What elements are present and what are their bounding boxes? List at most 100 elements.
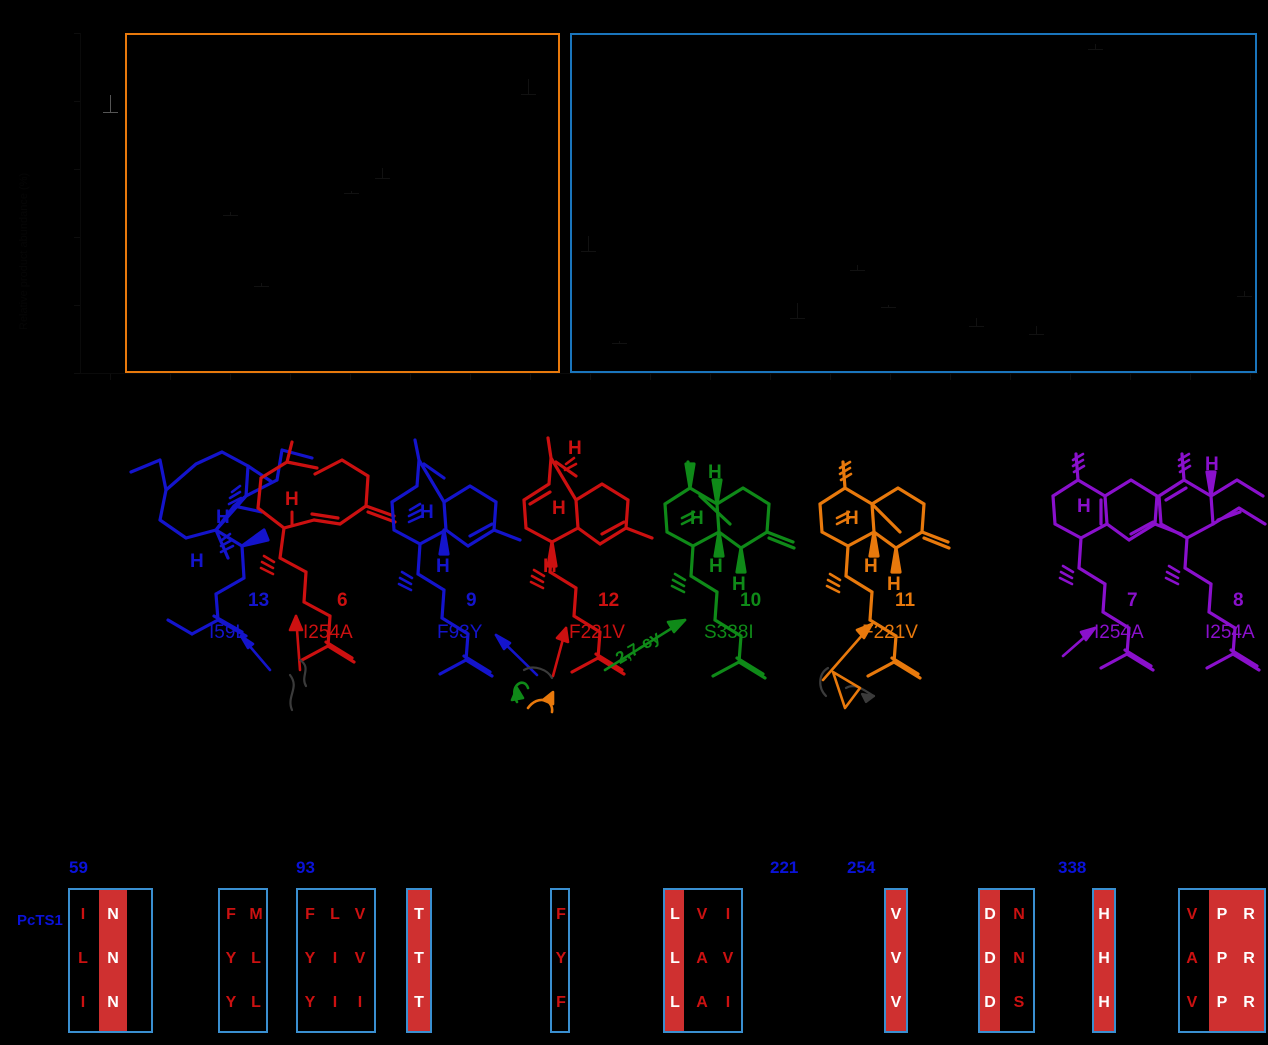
residue: Y: [304, 994, 316, 1011]
alignment-block-h: H H H: [1092, 888, 1116, 1033]
svg-text:H: H: [216, 507, 230, 528]
error-bar-blue-6: [888, 305, 889, 308]
residue: D: [984, 906, 996, 923]
bar-chart: Relative product abundance (%): [0, 0, 1268, 420]
svg-text:H: H: [1077, 496, 1091, 517]
error-cap-i59l: [223, 215, 238, 216]
svg-text:H: H: [708, 462, 722, 483]
residue: V: [890, 994, 902, 1011]
error-bar-f93y: [261, 283, 262, 287]
x-tick: [710, 374, 711, 380]
residue: F: [305, 906, 315, 923]
error-cap-blue-12: [1237, 296, 1252, 297]
residue: M: [249, 906, 263, 923]
alignment-block-338: D D D N N S: [978, 888, 1035, 1033]
arrow-to-13: [239, 634, 272, 672]
error-cap-blue-3: [790, 318, 805, 319]
residue: D: [984, 950, 996, 967]
residue: F: [226, 906, 236, 923]
error-cap-combined: [521, 94, 536, 95]
residue: I: [332, 994, 338, 1011]
alignment-block-93: F Y Y L I I V V I: [296, 888, 376, 1033]
error-bar-blue-7: [976, 318, 977, 327]
mutation-label-f93y: F93Y: [437, 622, 483, 643]
error-bar-blue-3: [797, 303, 798, 319]
x-axis-line: [80, 373, 1258, 374]
residue: T: [414, 994, 424, 1011]
highlight-col: [408, 890, 430, 1031]
residue: A: [696, 950, 708, 967]
error-cap-blue-8: [1029, 334, 1044, 335]
row-label-pcts1: PcTS1: [17, 912, 63, 929]
residue: L: [251, 994, 261, 1011]
highlight-col: [1094, 890, 1114, 1031]
error-cap-blue-2: [612, 343, 627, 344]
structure-8: [1157, 452, 1267, 672]
svg-text:H: H: [1205, 454, 1219, 475]
residue: H: [1098, 950, 1110, 967]
arrow-2-7-cy: [603, 618, 687, 672]
x-tick: [350, 374, 351, 380]
y-axis-line: [80, 33, 81, 373]
alignment-block-t: T T T: [406, 888, 432, 1033]
residue: T: [414, 906, 424, 923]
mutation-label-i254a-6: I254A: [303, 622, 353, 643]
x-tick: [890, 374, 891, 380]
residue: Y: [555, 950, 567, 967]
residue: V: [890, 950, 902, 967]
residue: V: [1186, 906, 1198, 923]
panel-blue-frame: [570, 33, 1257, 373]
residue: I: [725, 906, 731, 923]
residue: L: [251, 950, 261, 967]
mutation-label-s338i: S338I: [704, 622, 754, 643]
residue: F: [556, 994, 566, 1011]
y-tick: [74, 305, 80, 306]
y-axis-label: Relative product abundance (%): [18, 172, 30, 330]
structure-13: [129, 448, 314, 638]
curly-arrow-green: [510, 681, 530, 704]
residue: R: [1243, 994, 1255, 1011]
compound-number-6: 6: [337, 590, 348, 611]
error-cap-blue-6: [881, 307, 896, 308]
alignment-block-254: V V V: [884, 888, 908, 1033]
residue: N: [107, 906, 119, 923]
compound-number-8: 8: [1233, 590, 1244, 611]
error-bar-wt: [110, 95, 111, 113]
mechanism-arrows: [288, 658, 876, 712]
compound-number-12: 12: [598, 590, 620, 611]
x-tick: [470, 374, 471, 380]
error-cap-blue-1: [581, 251, 596, 252]
residue: V: [722, 950, 734, 967]
residue: N: [1013, 906, 1025, 923]
arrow-to-9: [494, 633, 539, 677]
x-tick: [290, 374, 291, 380]
alignment-block-fm: F Y Y M L L: [218, 888, 268, 1033]
error-bar-i59l: [230, 212, 231, 216]
y-tick: [74, 33, 80, 34]
x-tick: [1250, 374, 1251, 380]
residue: Y: [225, 994, 237, 1011]
arrow-to-7: [1061, 626, 1097, 658]
compound-number-7: 7: [1127, 590, 1138, 611]
arrow-to-12: [551, 626, 570, 678]
highlight-col: [665, 890, 684, 1031]
x-tick: [1070, 374, 1071, 380]
y-tick: [74, 373, 80, 374]
residue: A: [1186, 950, 1198, 967]
cation-orange: [831, 670, 862, 710]
arrow-to-11: [821, 622, 874, 682]
x-tick: [1190, 374, 1191, 380]
curly-arrow-orange: [526, 690, 555, 714]
alignment-block-f: F Y F: [550, 888, 570, 1033]
residue: Y: [225, 950, 237, 967]
error-bar-blue-1: [588, 236, 589, 252]
error-bar-blue-2: [619, 341, 620, 344]
svg-text:H: H: [887, 574, 901, 595]
x-tick: [590, 374, 591, 380]
residue: R: [1243, 906, 1255, 923]
compound-number-9: 9: [466, 590, 477, 611]
residue: V: [696, 906, 708, 923]
error-bar-combined: [528, 79, 529, 95]
reaction-scheme: H H H: [0, 420, 1268, 840]
residue: R: [1243, 950, 1255, 967]
